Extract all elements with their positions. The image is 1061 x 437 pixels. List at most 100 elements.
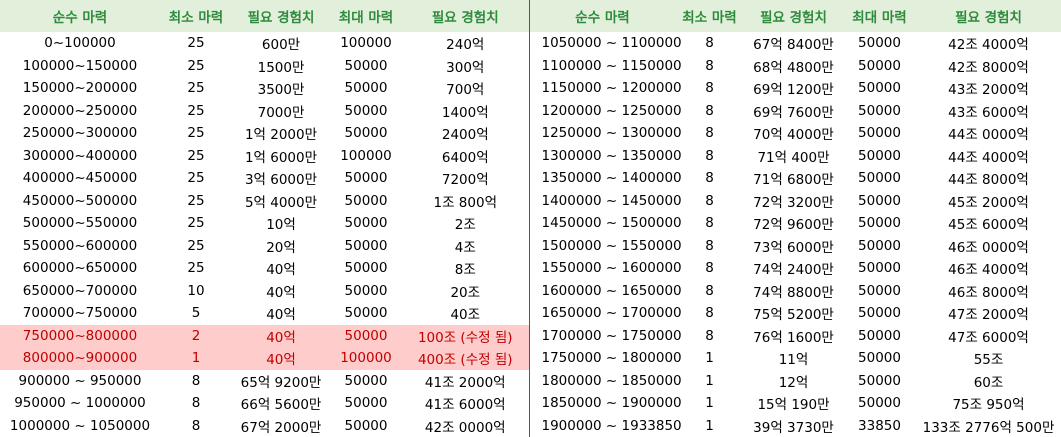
header-required-exp-total: 필요 경험치 bbox=[916, 0, 1061, 32]
header-min-mana: 최소 마력 bbox=[160, 0, 232, 32]
cell-max-mana: 50000 bbox=[844, 77, 916, 100]
cell-max-mana: 50000 bbox=[844, 257, 916, 280]
cell-required-exp: 5억 4000만 bbox=[232, 190, 330, 213]
cell-required-exp: 70억 4000만 bbox=[744, 122, 844, 145]
cell-max-mana: 50000 bbox=[330, 257, 402, 280]
cell-max-mana: 50000 bbox=[330, 302, 402, 325]
cell-min-mana: 10 bbox=[160, 280, 232, 303]
cell-pure-mana: 1100000 ~ 1150000 bbox=[530, 55, 676, 78]
cell-pure-mana: 0~100000 bbox=[0, 32, 160, 55]
cell-min-mana: 25 bbox=[160, 55, 232, 78]
cell-required-exp-total: 2400억 bbox=[402, 122, 529, 145]
header-required-exp: 필요 경험치 bbox=[744, 0, 844, 32]
cell-required-exp: 69억 1200만 bbox=[744, 77, 844, 100]
cell-required-exp: 73억 6000만 bbox=[744, 235, 844, 258]
cell-min-mana: 1 bbox=[676, 370, 744, 393]
cell-pure-mana: 1200000 ~ 1250000 bbox=[530, 100, 676, 123]
cell-required-exp-total: 2조 bbox=[402, 212, 529, 235]
cell-required-exp-total: 75조 950억 bbox=[916, 392, 1061, 415]
cell-required-exp-total: 4조 bbox=[402, 235, 529, 258]
cell-pure-mana: 100000~150000 bbox=[0, 55, 160, 78]
cell-min-mana: 8 bbox=[676, 145, 744, 168]
cell-required-exp: 12억 bbox=[744, 370, 844, 393]
cell-pure-mana: 1850000 ~ 1900000 bbox=[530, 392, 676, 415]
cell-max-mana: 50000 bbox=[330, 122, 402, 145]
header-row: 순수 마력 최소 마력 필요 경험치 최대 마력 필요 경험치 bbox=[530, 0, 1061, 32]
cell-required-exp: 39억 3730만 bbox=[744, 415, 844, 437]
cell-max-mana: 50000 bbox=[844, 145, 916, 168]
cell-required-exp-total: 42조 0000억 bbox=[402, 415, 529, 437]
cell-min-mana: 8 bbox=[676, 302, 744, 325]
cell-pure-mana: 1000000 ~ 1050000 bbox=[0, 415, 160, 437]
cell-required-exp-total: 60조 bbox=[916, 370, 1061, 393]
cell-required-exp-total: 20조 bbox=[402, 280, 529, 303]
cell-pure-mana: 400000~450000 bbox=[0, 167, 160, 190]
cell-min-mana: 1 bbox=[676, 347, 744, 370]
cell-max-mana: 33850 bbox=[844, 415, 916, 437]
cell-required-exp-total: 300억 bbox=[402, 55, 529, 78]
cell-max-mana: 50000 bbox=[330, 392, 402, 415]
cell-max-mana: 50000 bbox=[844, 325, 916, 348]
cell-max-mana: 50000 bbox=[844, 235, 916, 258]
cell-required-exp-total: 47조 6000억 bbox=[916, 325, 1061, 348]
cell-required-exp: 76억 1600만 bbox=[744, 325, 844, 348]
cell-required-exp-total: 46조 8000억 bbox=[916, 280, 1061, 303]
cell-required-exp-total: 45조 6000억 bbox=[916, 212, 1061, 235]
cell-required-exp-total: 700억 bbox=[402, 77, 529, 100]
cell-required-exp-total: 44조 8000억 bbox=[916, 167, 1061, 190]
cell-pure-mana: 1400000 ~ 1450000 bbox=[530, 190, 676, 213]
cell-required-exp: 11억 bbox=[744, 347, 844, 370]
cell-pure-mana: 650000~700000 bbox=[0, 280, 160, 303]
cell-required-exp-total: 41조 2000억 bbox=[402, 370, 529, 393]
cell-min-mana: 25 bbox=[160, 235, 232, 258]
cell-max-mana: 50000 bbox=[330, 55, 402, 78]
cell-required-exp: 72억 3200만 bbox=[744, 190, 844, 213]
cell-min-mana: 8 bbox=[676, 77, 744, 100]
left-exp-table: 순수 마력 최소 마력 필요 경험치 최대 마력 필요 경험치 0~100000… bbox=[0, 0, 530, 437]
cell-min-mana: 8 bbox=[160, 392, 232, 415]
cell-pure-mana: 1250000 ~ 1300000 bbox=[530, 122, 676, 145]
cell-pure-mana: 900000 ~ 950000 bbox=[0, 370, 160, 393]
cell-required-exp-total: 44조 0000억 bbox=[916, 122, 1061, 145]
cell-required-exp: 40억 bbox=[232, 325, 330, 348]
cell-required-exp-total: 240억 bbox=[402, 32, 529, 55]
cell-pure-mana: 1350000 ~ 1400000 bbox=[530, 167, 676, 190]
cell-required-exp: 74억 2400만 bbox=[744, 257, 844, 280]
cell-min-mana: 25 bbox=[160, 167, 232, 190]
cell-min-mana: 8 bbox=[676, 235, 744, 258]
header-max-mana: 최대 마력 bbox=[844, 0, 916, 32]
cell-pure-mana: 1700000 ~ 1750000 bbox=[530, 325, 676, 348]
header-min-mana: 최소 마력 bbox=[676, 0, 744, 32]
cell-required-exp: 75억 5200만 bbox=[744, 302, 844, 325]
cell-max-mana: 50000 bbox=[844, 122, 916, 145]
cell-max-mana: 50000 bbox=[844, 100, 916, 123]
cell-max-mana: 50000 bbox=[844, 190, 916, 213]
cell-pure-mana: 1900000 ~ 1933850 bbox=[530, 415, 676, 437]
cell-min-mana: 8 bbox=[676, 212, 744, 235]
cell-max-mana: 50000 bbox=[844, 280, 916, 303]
cell-required-exp-total: 100조 (수정 됨) bbox=[402, 325, 529, 348]
cell-min-mana: 5 bbox=[160, 302, 232, 325]
cell-pure-mana: 1050000 ~ 1100000 bbox=[530, 32, 676, 55]
cell-pure-mana: 1300000 ~ 1350000 bbox=[530, 145, 676, 168]
cell-required-exp: 15억 190만 bbox=[744, 392, 844, 415]
cell-required-exp-total: 133조 2776억 500만 bbox=[916, 415, 1061, 437]
cell-required-exp-total: 47조 2000억 bbox=[916, 302, 1061, 325]
header-pure-mana: 순수 마력 bbox=[0, 0, 160, 32]
cell-required-exp: 67억 8400만 bbox=[744, 32, 844, 55]
